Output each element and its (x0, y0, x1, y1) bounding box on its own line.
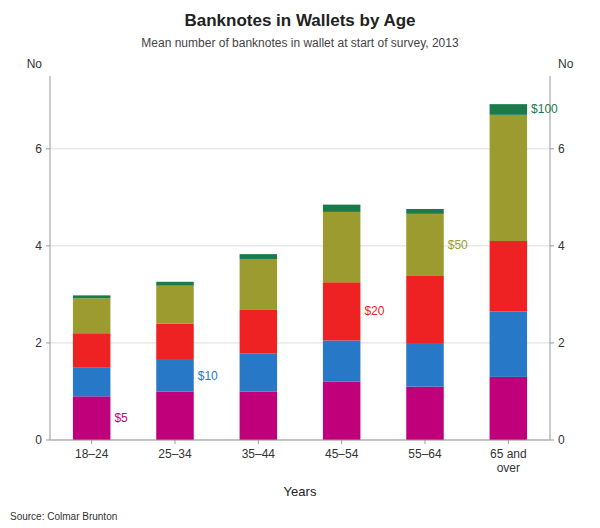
y2-tick-label: 0 (558, 433, 565, 447)
x-tick-label: 35–44 (242, 447, 276, 461)
y2-tick (550, 440, 554, 441)
grid-line (50, 245, 550, 246)
x-tick (425, 440, 426, 444)
x-tick-label-line: 55–64 (408, 447, 442, 461)
y-tick (46, 148, 50, 149)
x-axis-label: Years (284, 484, 317, 499)
x-tick-label-line: over (497, 461, 520, 475)
x-tick-label: 45–54 (325, 447, 359, 461)
bar-segment (156, 360, 194, 392)
y-tick-label: 4 (35, 239, 42, 253)
bar-segment (73, 367, 111, 396)
bar-segment (406, 344, 444, 387)
bar-segment (490, 311, 528, 377)
bar-segment (323, 341, 361, 382)
series-label: $50 (448, 238, 468, 252)
bar-segment (240, 354, 277, 392)
bar-segment (490, 115, 528, 241)
x-tick-label-line: 45–54 (325, 447, 359, 461)
y-tick (46, 440, 50, 441)
bar-segment (406, 214, 444, 276)
bar-segment (73, 295, 111, 298)
bar-segment (73, 333, 111, 367)
y2-tick-label: 2 (558, 336, 565, 350)
bar-segment (73, 396, 111, 440)
bar-segment (490, 377, 528, 440)
x-tick-label-line: 65 and (490, 447, 527, 461)
y-tick (46, 245, 50, 246)
grid-line (50, 342, 550, 343)
series-label: $20 (364, 304, 384, 318)
y2-tick (550, 245, 554, 246)
y-tick-label: 0 (35, 433, 42, 447)
x-axis-line (50, 440, 550, 441)
bar-segment (323, 382, 361, 440)
x-tick (91, 440, 92, 444)
subtitle: Mean number of banknotes in wallet at st… (141, 36, 459, 50)
bar-segment (156, 391, 194, 440)
y-tick-label: 2 (35, 336, 42, 350)
y2-tick-label: 6 (558, 142, 565, 156)
bar-segment (406, 276, 444, 344)
chart: Banknotes in Wallets by Age Mean number o… (0, 0, 600, 528)
title: Banknotes in Wallets by Age (184, 11, 415, 30)
bar-segment (240, 310, 277, 354)
x-tick (341, 440, 342, 444)
grid-line (50, 440, 550, 441)
x-tick (175, 440, 176, 444)
y-tick (46, 342, 50, 343)
bars (73, 104, 527, 440)
y2-axis-line (550, 76, 551, 440)
x-tick-label-line: 35–44 (242, 447, 276, 461)
bar-segment (406, 387, 444, 440)
bar-segment (73, 298, 111, 333)
bar-segment (323, 212, 361, 282)
source: Source: Colmar Brunton (10, 511, 117, 522)
x-tick-label-line: 25–34 (158, 447, 192, 461)
y-axis-line (50, 76, 51, 440)
series-label: $10 (198, 369, 218, 383)
x-tick-label: 55–64 (408, 447, 442, 461)
series-label: $100 (531, 102, 558, 116)
bar-segment (490, 104, 528, 115)
x-tick (258, 440, 259, 444)
bar-segment (240, 254, 277, 259)
grid-line (50, 148, 550, 149)
bar-segment (156, 324, 194, 360)
background (0, 0, 600, 528)
series-label: $5 (114, 411, 128, 425)
x-tick (508, 440, 509, 444)
y-tick-label: 6 (35, 142, 42, 156)
y-axis-label: No (27, 57, 43, 71)
bar-segment (240, 259, 277, 310)
x-tick-label: 18–24 (75, 447, 109, 461)
bar-segment (323, 282, 361, 340)
x-tick-label-line: 18–24 (75, 447, 109, 461)
bar-segment (406, 209, 444, 214)
bar-segment (156, 282, 194, 286)
chart-container: Banknotes in Wallets by Age Mean number o… (0, 0, 600, 528)
bar-segment (240, 391, 277, 440)
x-tick-label: 25–34 (158, 447, 192, 461)
bar-segment (490, 241, 528, 311)
y2-tick (550, 148, 554, 149)
y2-axis-label: No (558, 57, 574, 71)
y2-tick (550, 342, 554, 343)
bar-segment (323, 205, 361, 212)
bar-segment (156, 286, 194, 324)
grid (50, 149, 550, 440)
x-tick-label: 65 andover (490, 447, 527, 475)
y2-tick-label: 4 (558, 239, 565, 253)
